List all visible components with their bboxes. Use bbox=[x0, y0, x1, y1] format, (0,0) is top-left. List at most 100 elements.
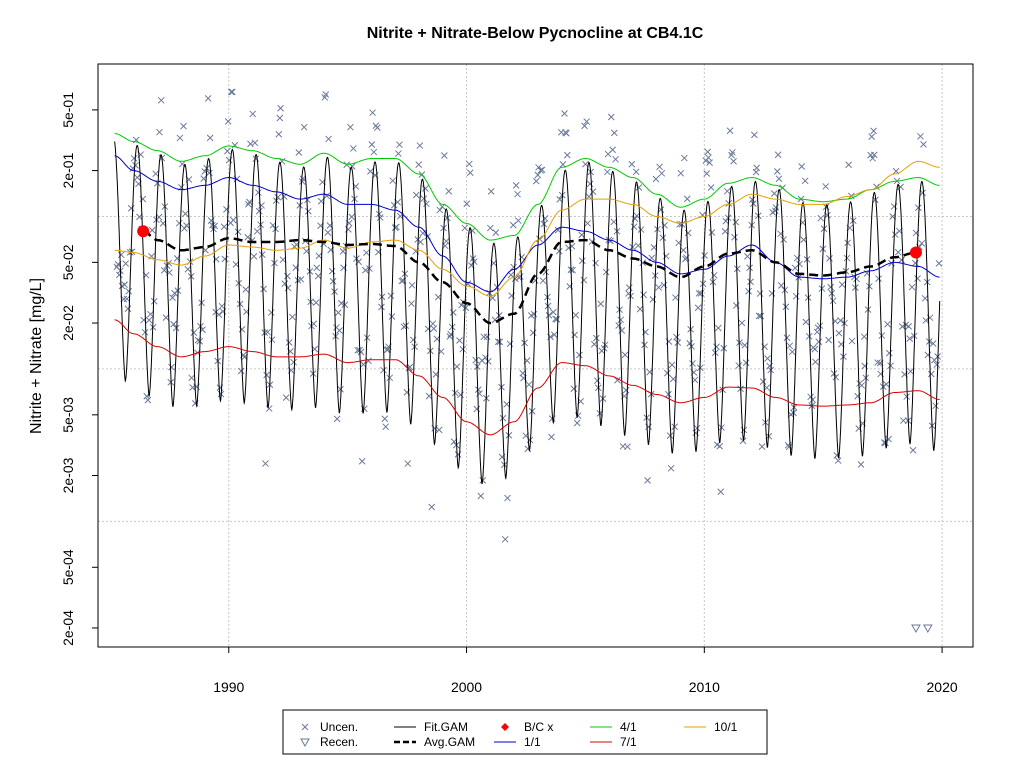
uncen-point bbox=[622, 386, 630, 394]
uncen-point bbox=[673, 333, 680, 341]
uncen-point bbox=[350, 145, 357, 152]
uncen-point bbox=[369, 109, 376, 117]
uncen-point bbox=[145, 316, 153, 324]
uncen-point bbox=[436, 206, 444, 214]
uncen-point bbox=[744, 253, 751, 260]
uncen-point bbox=[115, 271, 123, 279]
uncen-point bbox=[122, 260, 130, 267]
uncen-point bbox=[133, 174, 141, 181]
uncen-point bbox=[329, 277, 337, 285]
uncen-point bbox=[785, 443, 793, 451]
uncen-point bbox=[686, 339, 694, 347]
uncen-point bbox=[822, 183, 830, 190]
uncen-point bbox=[463, 200, 471, 208]
uncen-point bbox=[665, 338, 673, 345]
uncen-point bbox=[234, 228, 242, 236]
uncen-point bbox=[672, 294, 679, 301]
y-tick-label: 2e-04 bbox=[60, 610, 76, 646]
uncen-point bbox=[891, 231, 899, 238]
uncen-point bbox=[348, 213, 356, 221]
uncen-point bbox=[483, 333, 491, 341]
uncen-point bbox=[816, 322, 824, 330]
uncen-point bbox=[757, 312, 765, 320]
uncen-point bbox=[908, 283, 916, 291]
uncen-point bbox=[363, 249, 370, 257]
uncen-point bbox=[288, 313, 296, 321]
uncen-point bbox=[220, 223, 228, 231]
uncen-point bbox=[459, 345, 467, 353]
uncen-point bbox=[344, 226, 352, 233]
uncen-point bbox=[573, 419, 581, 427]
uncen-point bbox=[671, 423, 679, 431]
uncen-point bbox=[713, 343, 720, 351]
uncen-point bbox=[279, 256, 287, 264]
chart-title: Nitrite + Nitrate-Below Pycnocline at CB… bbox=[367, 25, 704, 42]
uncen-point bbox=[817, 214, 825, 222]
uncen-point bbox=[917, 132, 924, 140]
uncen-point bbox=[914, 204, 922, 212]
uncen-point bbox=[386, 374, 394, 382]
uncen-point bbox=[870, 127, 877, 135]
y-tick-label: 5e-03 bbox=[60, 397, 76, 433]
uncen-point bbox=[796, 260, 803, 268]
uncen-point bbox=[909, 446, 917, 454]
uncen-point bbox=[224, 118, 232, 125]
uncen-point bbox=[739, 437, 747, 445]
uncen-point bbox=[370, 148, 378, 156]
uncen-point bbox=[807, 393, 814, 401]
legend-item: 10/1 bbox=[684, 720, 738, 734]
uncen-point bbox=[756, 290, 764, 297]
uncen-point bbox=[512, 181, 520, 189]
uncen-point bbox=[579, 257, 586, 265]
axis-ticks: 1990 2000 2010 2020 2e-04 5e-04 2e-03 5e-03 2e-0… bbox=[60, 92, 958, 695]
uncen-point bbox=[341, 301, 349, 309]
uncen-point bbox=[117, 251, 125, 259]
uncen-point bbox=[343, 161, 351, 169]
uncen-point bbox=[183, 222, 190, 229]
uncen-point bbox=[408, 281, 416, 289]
uncen-point bbox=[729, 148, 736, 156]
uncen-point bbox=[927, 370, 935, 378]
uncen-point bbox=[590, 340, 598, 348]
uncen-point bbox=[206, 169, 213, 177]
legend-label: 7/1 bbox=[620, 735, 637, 749]
uncen-point bbox=[124, 305, 132, 313]
uncen-point bbox=[418, 171, 426, 178]
uncen-point bbox=[334, 309, 342, 316]
uncen-point bbox=[634, 242, 642, 249]
uncen-point bbox=[585, 193, 593, 200]
bc-point bbox=[909, 246, 922, 259]
uncen-point bbox=[875, 275, 882, 282]
y-tick-label: 2e-02 bbox=[60, 305, 76, 341]
uncen-point bbox=[921, 294, 929, 302]
uncen-point bbox=[180, 122, 187, 130]
uncen-point bbox=[882, 380, 890, 388]
uncen-point bbox=[701, 252, 708, 259]
uncen-point bbox=[404, 460, 412, 467]
recen-point bbox=[911, 624, 921, 633]
uncen-point bbox=[597, 300, 605, 308]
legend-label: Fit.GAM bbox=[424, 720, 468, 734]
uncen-point bbox=[357, 348, 365, 356]
uncen-point bbox=[721, 228, 729, 235]
uncen-point bbox=[659, 234, 667, 242]
uncen-point bbox=[152, 170, 160, 178]
legend-label: 1/1 bbox=[524, 735, 541, 749]
uncen-point bbox=[770, 190, 778, 197]
uncen-point bbox=[395, 150, 402, 157]
uncen-point bbox=[714, 324, 722, 332]
uncen-point bbox=[845, 161, 853, 169]
uncen-point bbox=[169, 294, 176, 302]
uncen-point bbox=[423, 200, 430, 208]
uncen-point bbox=[602, 268, 610, 276]
legend-item: 1/1 bbox=[494, 735, 541, 749]
uncen-point bbox=[903, 393, 911, 400]
uncen-point bbox=[532, 177, 540, 185]
uncen-point bbox=[802, 318, 810, 326]
uncen-point bbox=[663, 369, 671, 377]
uncen-point bbox=[887, 362, 894, 370]
uncen-point bbox=[304, 207, 312, 215]
uncen-point bbox=[621, 351, 629, 359]
